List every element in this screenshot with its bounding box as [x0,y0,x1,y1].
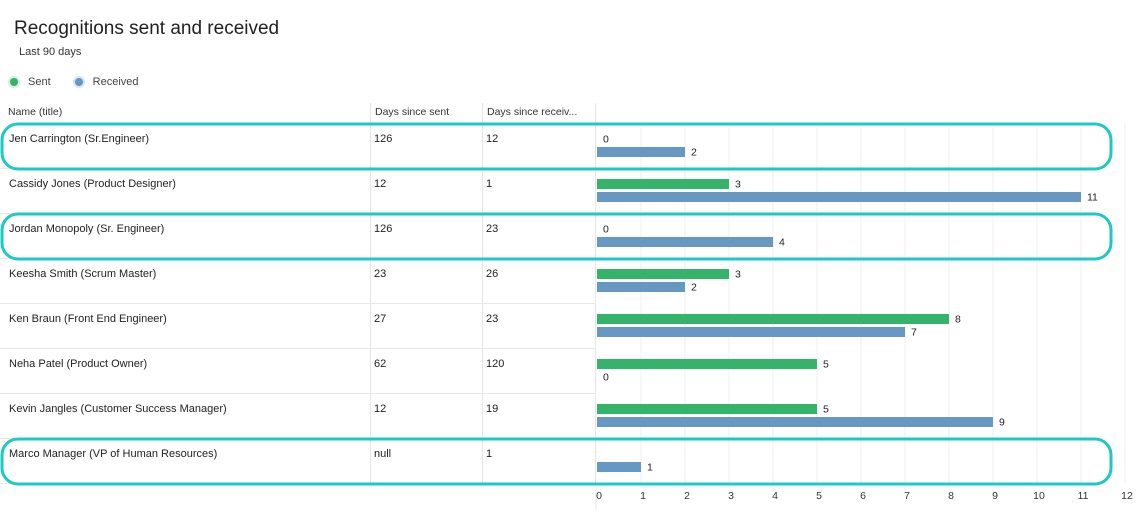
data-label-sent: 8 [955,314,961,326]
cell-days-since-received: 1 [486,178,493,190]
cell-name: Jordan Monopoly (Sr. Engineer) [9,223,165,235]
data-label-sent: 3 [735,269,741,281]
legend-sent-label: Sent [28,76,51,88]
cell-days-since-received: 120 [486,358,505,370]
table-row[interactable]: Keesha Smith (Scrum Master) 23 26 [0,258,596,304]
legend: Sent Received [8,76,161,88]
x-tick-label: 0 [596,490,602,502]
cell-days-since-received: 1 [486,448,493,460]
table-row[interactable]: Neha Patel (Product Owner) 62 120 [0,348,596,394]
data-label-sent: 5 [823,359,829,371]
received-dot-icon [72,76,85,88]
row-highlight-outline [0,212,1113,261]
cell-days-since-received: 23 [486,223,499,235]
bar-sent[interactable] [597,314,949,324]
column-header-name[interactable]: Name (title) [8,106,63,118]
column-header-days-since-received[interactable]: Days since receiv... [487,106,578,118]
cell-days-since-sent: 23 [374,268,387,280]
data-label-sent: 0 [603,224,609,236]
cell-days-since-sent: 126 [374,133,393,145]
bar-received[interactable] [597,282,685,292]
data-label-received: 2 [691,147,697,159]
x-tick-label: 9 [992,490,998,502]
row-highlight-outline [0,437,1113,486]
data-label-received: 9 [999,417,1005,429]
cell-name: Keesha Smith (Scrum Master) [9,268,157,280]
cell-name: Cassidy Jones (Product Designer) [9,178,176,190]
column-divider [370,103,371,483]
table-row[interactable]: Ken Braun (Front End Engineer) 27 23 [0,303,596,349]
table-header: Name (title) Days since sent Days since … [0,103,1141,123]
data-label-received: 11 [1087,192,1098,204]
column-header-days-since-sent[interactable]: Days since sent [375,106,450,118]
data-label-sent: 5 [823,404,829,416]
legend-received-label: Received [92,76,139,88]
cell-days-since-received: 23 [486,313,499,325]
x-tick-label: 4 [772,490,778,502]
legend-item-received[interactable]: Received [72,76,139,88]
cell-name: Marco Manager (VP of Human Resources) [9,448,218,460]
x-tick-label: 5 [816,490,822,502]
cell-days-since-sent: null [374,448,392,460]
data-label-sent: 3 [735,179,741,191]
cell-name: Neha Patel (Product Owner) [9,358,148,370]
data-label-received: 2 [691,282,697,294]
sent-dot-icon [8,76,20,88]
bar-received[interactable] [597,237,773,247]
chart-title: Recognitions sent and received [14,18,280,39]
x-tick-label: 7 [904,490,910,502]
bar-sent[interactable] [597,359,817,369]
bar-received[interactable] [597,147,685,157]
x-tick-label: 8 [948,490,954,502]
bar-received[interactable] [597,327,905,337]
x-tick-label: 2 [684,490,690,502]
cell-days-since-sent: 12 [374,403,387,415]
row-highlight-outline [0,122,1113,171]
bar-received[interactable] [597,417,993,427]
cell-days-since-sent: 12 [374,178,387,190]
cell-name: Jen Carrington (Sr.Engineer) [9,133,150,145]
cell-days-since-received: 19 [486,403,499,415]
cell-days-since-sent: 62 [374,358,387,370]
data-label-received: 0 [603,372,609,384]
cell-days-since-received: 26 [486,268,499,280]
column-divider [595,103,596,483]
cell-days-since-received: 12 [486,133,499,145]
bar-sent[interactable] [597,404,817,414]
bar-sent[interactable] [597,269,729,279]
x-tick-label: 6 [860,490,866,502]
x-tick-label: 10 [1033,490,1045,502]
legend-item-sent[interactable]: Sent [8,76,51,88]
cell-name: Kevin Jangles (Customer Success Manager) [9,403,227,415]
column-divider [482,103,483,483]
bar-received[interactable] [597,192,1081,202]
data-label-received: 7 [911,327,917,339]
cell-days-since-sent: 126 [374,223,393,235]
cell-days-since-sent: 27 [374,313,387,325]
data-label-received: 4 [779,237,785,249]
data-label-sent: 0 [603,134,609,146]
x-tick-label: 12 [1121,490,1133,502]
x-tick-label: 1 [640,490,646,502]
x-tick-label: 11 [1078,490,1089,502]
bar-sent[interactable] [597,179,729,189]
x-tick-label: 3 [728,490,734,502]
chart-subtitle: Last 90 days [19,46,82,58]
bar-received[interactable] [597,462,641,472]
cell-name: Ken Braun (Front End Engineer) [9,313,167,325]
data-label-received: 1 [647,462,653,474]
